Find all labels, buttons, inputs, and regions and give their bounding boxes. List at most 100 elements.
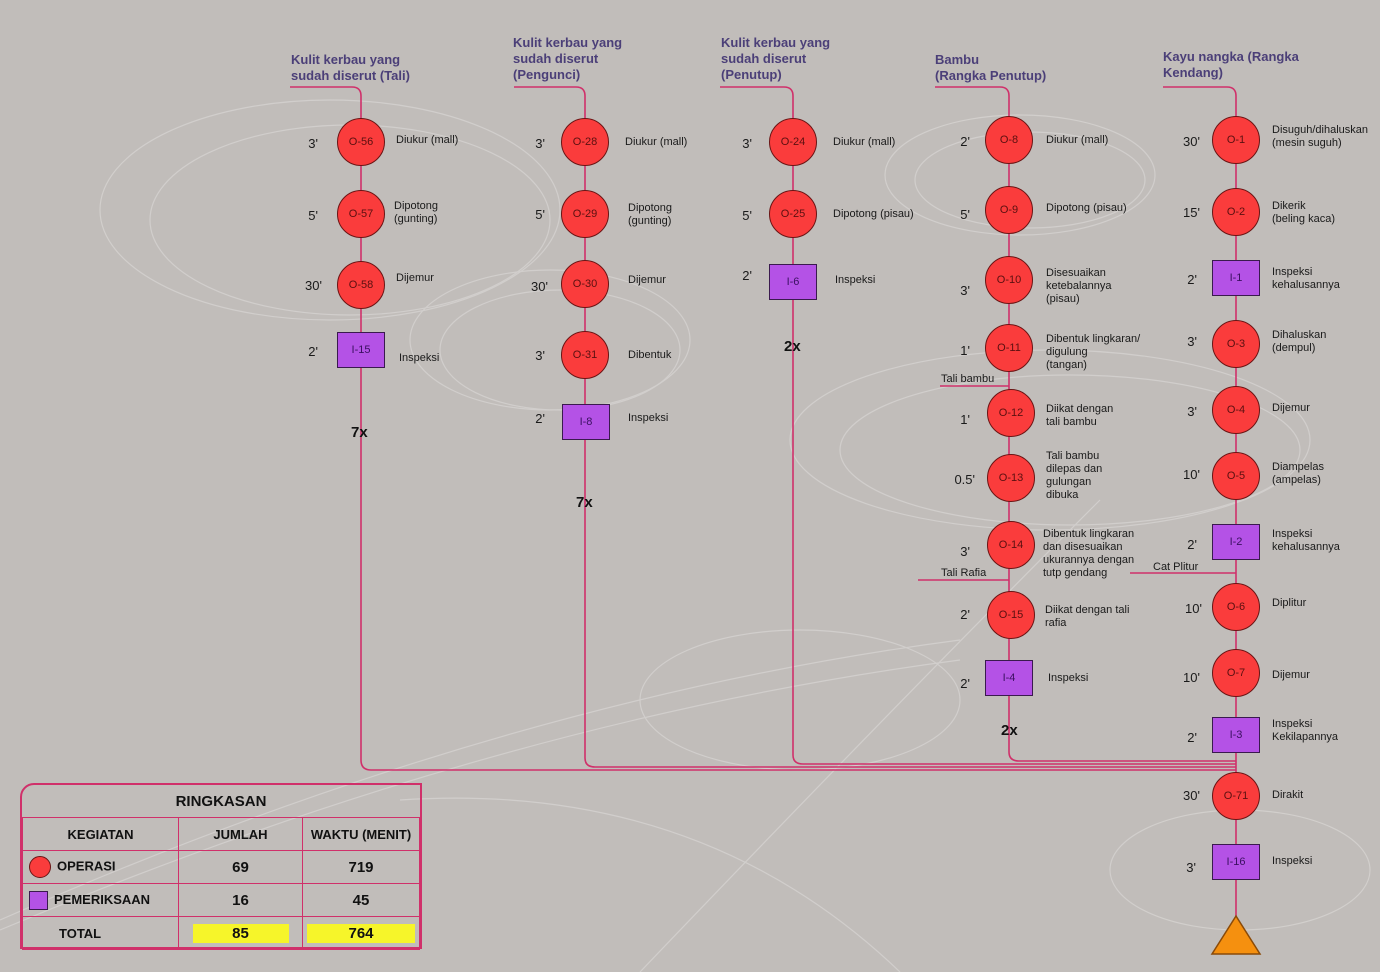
storage-triangle-icon [1210,914,1262,955]
operation-symbol: O-57 [337,190,385,238]
time-label: 2' [1187,537,1197,552]
column-title-kayu-nangka: Kayu nangka (Rangka Kendang) [1163,49,1299,80]
step-description: Diukur (mall) [625,136,688,148]
column-title-tali: Kulit kerbau yang sudah diserut (Tali) [291,52,410,83]
operation-symbol: O-31 [561,331,609,379]
step-description: Dipotong (gunting) [628,202,673,227]
step-description: Dipotong (pisau) [833,208,914,220]
operation-symbol: O-15 [987,591,1035,639]
operation-symbol: O-11 [985,324,1033,372]
operation-legend-icon [29,856,51,878]
time-label: 3' [1186,860,1196,875]
inspection-legend-icon [29,890,48,910]
operation-symbol: O-28 [561,118,609,166]
inspection-symbol: I-4 [985,660,1033,696]
total-count: 85 [192,923,289,943]
time-label: 1' [960,412,970,427]
column-title-penutup: Kulit kerbau yang sudah diserut (Penutup… [721,35,831,82]
step-description: Diukur (mall) [396,134,459,146]
inspection-symbol: I-6 [769,264,817,300]
row-operasi: OPERASI [22,850,179,884]
inspection-symbol: I-1 [1212,260,1260,296]
operation-symbol: O-24 [769,118,817,166]
step-description: Diampelas (ampelas) [1272,461,1324,486]
summary-table: RINGKASAN KEGIATAN JUMLAH WAKTU (MENIT) … [20,783,422,950]
time-label: 3' [308,136,318,151]
time-label: 5' [742,208,752,223]
operation-symbol: O-6 [1212,583,1260,631]
row-pemeriksaan: PEMERIKSAAN [22,883,179,917]
operation-symbol: O-3 [1212,320,1260,368]
operation-symbol: O-30 [561,260,609,308]
row-label: OPERASI [57,858,116,874]
operation-symbol: O-25 [769,190,817,238]
step-description: Inspeksi kehalusannya [1272,528,1340,553]
column-title-bambu: Bambu (Rangka Penutup) [935,52,1047,83]
header-jumlah: JUMLAH [178,817,303,851]
step-description: Dihaluskan (dempul) [1272,329,1327,354]
step-description: Dijemur [1272,669,1310,681]
time-label: 2' [960,676,970,691]
operation-symbol: O-56 [337,118,385,166]
step-description: Inspeksi [835,274,876,286]
pemeriksaan-time: 45 [302,883,420,917]
operation-symbol: O-8 [985,116,1033,164]
time-label: 3' [960,283,970,298]
header-kegiatan: KEGIATAN [22,817,179,851]
time-label: 30' [305,278,322,293]
step-description: Dibentuk lingkaran/ digulung (tangan) [1046,333,1141,371]
time-label: 2' [960,134,970,149]
operasi-count: 69 [178,850,303,884]
step-description: Inspeksi kehalusannya [1272,266,1340,291]
repeat-count: 2x [1001,722,1018,739]
step-description: Diukur (mall) [1046,134,1109,146]
total-time: 764 [307,923,415,943]
inspection-symbol: I-8 [562,404,610,440]
time-label: 3' [742,136,752,151]
operation-symbol: O-29 [561,190,609,238]
time-label: 2' [1187,272,1197,287]
time-label: 3' [1187,404,1197,419]
step-description: Diukur (mall) [833,136,896,148]
summary-title: RINGKASAN [22,785,420,818]
step-description: Inspeksi [1272,855,1313,867]
side-input-cat-plitur: Cat Plitur [1153,561,1199,573]
time-label: 2' [1187,730,1197,745]
repeat-count: 2x [784,338,801,355]
time-label: 30' [531,279,548,294]
repeat-count: 7x [351,424,368,441]
step-description: Inspeksi [628,412,669,424]
step-description: Dipotong (pisau) [1046,202,1127,214]
step-description: Dijemur [396,272,434,284]
operation-symbol: O-4 [1212,386,1260,434]
time-label: 1' [960,343,970,358]
step-description: Diikat dengan tali rafia [1045,604,1130,629]
time-label: 2' [742,268,752,283]
time-label: 10' [1183,467,1200,482]
side-input-tali-rafia: Tali Rafia [941,567,987,579]
pemeriksaan-count: 16 [178,883,303,917]
time-label: 30' [1183,788,1200,803]
step-description: Dipotong (gunting) [394,200,439,225]
time-label: 3' [535,348,545,363]
step-description: Inspeksi [1048,672,1089,684]
row-label: PEMERIKSAAN [54,891,151,907]
repeat-count: 7x [576,494,593,511]
time-label: 3' [960,544,970,559]
operation-symbol: O-58 [337,261,385,309]
step-description: Inspeksi Kekilapannya [1272,718,1339,743]
time-label: 5' [535,207,545,222]
step-description: Disuguh/dihaluskan (mesin suguh) [1272,124,1369,149]
operation-symbol: O-2 [1212,188,1260,236]
operation-symbol: O-13 [987,454,1035,502]
time-label: 5' [308,208,318,223]
inspection-symbol: I-3 [1212,717,1260,753]
time-label: 0.5' [954,472,975,487]
time-label: 2' [308,344,318,359]
total-count-cell: 85 [178,916,303,950]
step-description: Dikerik (beling kaca) [1272,200,1335,225]
time-label: 15' [1183,205,1200,220]
operation-symbol: O-14 [987,521,1035,569]
step-description: Dijemur [1272,402,1310,414]
time-label: 2' [960,607,970,622]
